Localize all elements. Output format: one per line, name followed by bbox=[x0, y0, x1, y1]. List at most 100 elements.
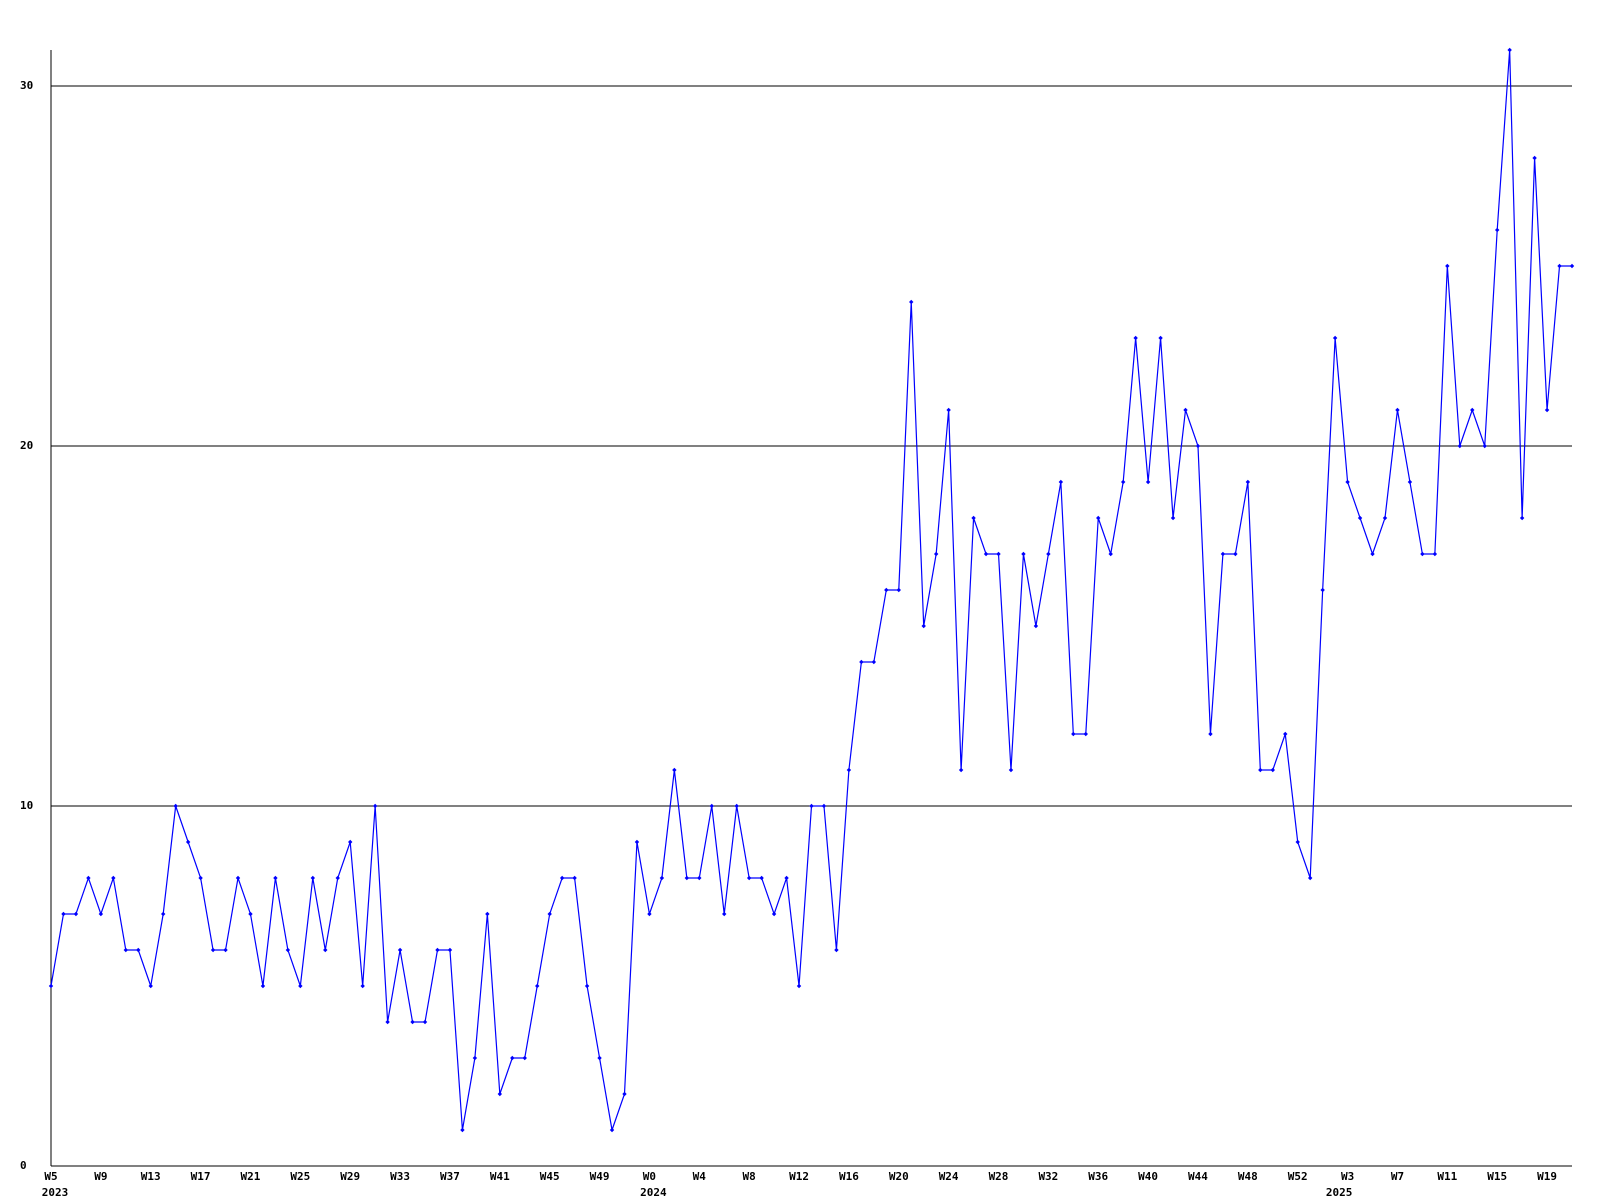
data-point bbox=[273, 875, 278, 881]
data-point bbox=[1233, 551, 1238, 557]
data-point bbox=[547, 911, 552, 917]
data-point bbox=[921, 623, 926, 629]
x-tick-label: W32 bbox=[1038, 1170, 1058, 1183]
data-point bbox=[497, 1091, 503, 1097]
data-point bbox=[659, 875, 665, 881]
data-point bbox=[98, 911, 104, 917]
data-point bbox=[48, 983, 54, 989]
data-point bbox=[1482, 443, 1487, 449]
data-point bbox=[1158, 335, 1163, 341]
data-point bbox=[958, 767, 964, 773]
data-point bbox=[1033, 623, 1039, 629]
y-tick-label: 0 bbox=[20, 1159, 27, 1172]
data-point bbox=[1245, 479, 1251, 485]
data-point bbox=[460, 1127, 465, 1133]
x-tick-label: W16 bbox=[839, 1170, 859, 1183]
x-tick-label: W37 bbox=[440, 1170, 460, 1183]
data-point bbox=[1532, 155, 1537, 161]
data-point bbox=[148, 983, 153, 989]
x-tick-label: W11 bbox=[1437, 1170, 1457, 1183]
data-line bbox=[50, 49, 1572, 1131]
data-point bbox=[1432, 551, 1438, 557]
data-point bbox=[1332, 335, 1338, 341]
data-point bbox=[422, 1019, 428, 1025]
data-point bbox=[609, 1127, 615, 1133]
x-tick-label: W48 bbox=[1238, 1170, 1258, 1183]
x-tick-label: W49 bbox=[590, 1170, 610, 1183]
data-point bbox=[734, 803, 739, 809]
data-point bbox=[933, 551, 939, 557]
data-point bbox=[996, 551, 1001, 557]
data-point bbox=[510, 1055, 515, 1061]
data-point bbox=[559, 875, 565, 881]
data-point bbox=[447, 947, 453, 953]
x-tick-label: W44 bbox=[1188, 1170, 1208, 1183]
x-tick-label: W5 bbox=[44, 1170, 57, 1183]
data-point bbox=[210, 947, 216, 953]
data-point bbox=[672, 767, 677, 773]
data-point bbox=[1507, 47, 1512, 53]
x-tick-label: W17 bbox=[191, 1170, 211, 1183]
data-point bbox=[248, 911, 253, 917]
data-point bbox=[1183, 407, 1188, 413]
data-point bbox=[622, 1091, 627, 1097]
x-tick-label: W13 bbox=[141, 1170, 161, 1183]
data-point bbox=[1270, 767, 1275, 773]
data-point bbox=[684, 875, 690, 881]
data-point bbox=[909, 299, 914, 305]
data-point bbox=[385, 1019, 390, 1025]
data-point bbox=[1445, 263, 1450, 269]
x-tick-label: W36 bbox=[1088, 1170, 1108, 1183]
data-point bbox=[335, 875, 340, 881]
x-tick-label: W3 bbox=[1341, 1170, 1354, 1183]
data-point bbox=[846, 767, 852, 773]
year-label: 2023 bbox=[42, 1186, 69, 1199]
data-point bbox=[784, 875, 789, 881]
x-tick-label: W7 bbox=[1391, 1170, 1404, 1183]
x-tick-label: W33 bbox=[390, 1170, 410, 1183]
data-point bbox=[709, 803, 714, 809]
x-tick-label: W25 bbox=[290, 1170, 310, 1183]
x-tick-label: W19 bbox=[1537, 1170, 1557, 1183]
data-point bbox=[1021, 551, 1026, 557]
data-point bbox=[1108, 551, 1113, 557]
x-tick-label: W45 bbox=[540, 1170, 560, 1183]
data-point bbox=[1145, 479, 1151, 485]
x-tick-label: W40 bbox=[1138, 1170, 1158, 1183]
data-point bbox=[871, 659, 877, 665]
data-point bbox=[1120, 479, 1126, 485]
data-point bbox=[1357, 515, 1363, 521]
data-point bbox=[161, 911, 166, 917]
x-tick-label: W41 bbox=[490, 1170, 510, 1183]
data-point bbox=[285, 947, 291, 953]
data-point bbox=[298, 983, 303, 989]
y-tick-label: 30 bbox=[20, 79, 33, 92]
data-point bbox=[834, 947, 839, 953]
data-point bbox=[1071, 731, 1076, 737]
data-point bbox=[472, 1055, 478, 1061]
data-point bbox=[1295, 839, 1300, 845]
data-point bbox=[634, 839, 640, 845]
data-point bbox=[111, 875, 116, 881]
x-tick-label: W24 bbox=[939, 1170, 959, 1183]
data-point bbox=[1420, 551, 1425, 557]
data-point bbox=[123, 947, 129, 953]
x-tick-label: W12 bbox=[789, 1170, 809, 1183]
data-point bbox=[372, 803, 378, 809]
data-point bbox=[1407, 479, 1413, 485]
x-tick-label: W52 bbox=[1288, 1170, 1308, 1183]
data-point bbox=[896, 587, 901, 593]
data-point bbox=[584, 983, 590, 989]
x-tick-label: W4 bbox=[693, 1170, 707, 1183]
data-point bbox=[1058, 479, 1064, 485]
data-point bbox=[1046, 551, 1051, 557]
data-point bbox=[73, 911, 79, 917]
data-point bbox=[821, 803, 827, 809]
data-point bbox=[435, 947, 440, 953]
year-label: 2025 bbox=[1326, 1186, 1353, 1199]
data-point bbox=[1519, 515, 1525, 521]
x-tick-label: W15 bbox=[1487, 1170, 1507, 1183]
data-point bbox=[360, 983, 365, 989]
data-point bbox=[771, 911, 777, 917]
